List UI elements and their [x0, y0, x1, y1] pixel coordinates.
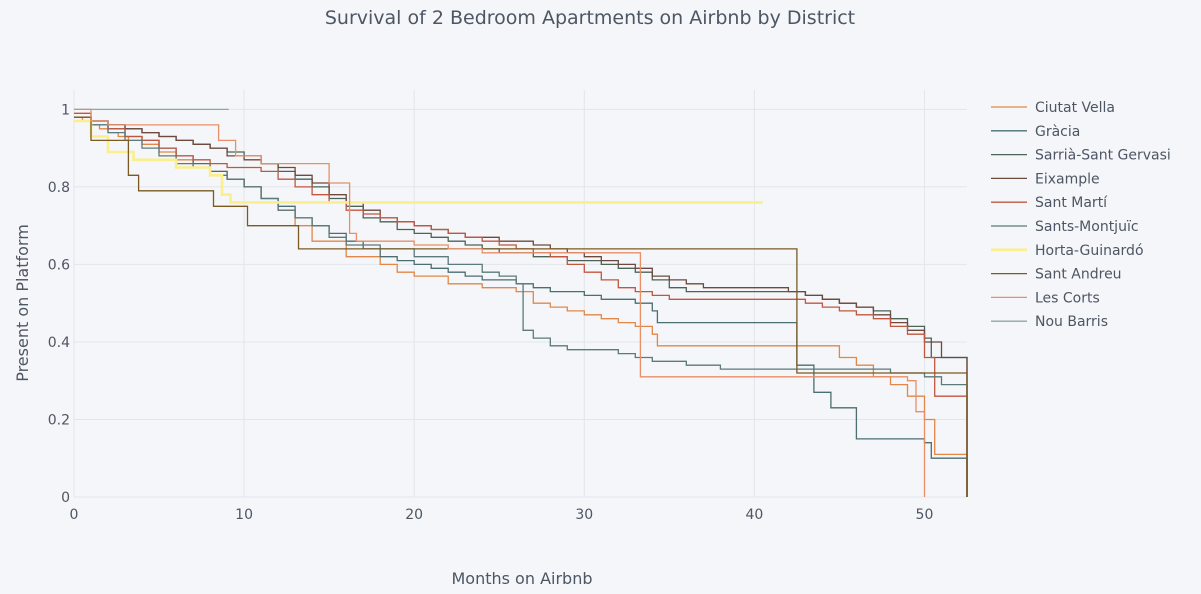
y-tick-label: 0.8: [48, 180, 70, 196]
y-axis-title: Present on Platform: [13, 224, 32, 382]
legend-item-ciutat-vella[interactable]: Ciutat Vella: [991, 100, 1115, 116]
legend-item-sant-andreu[interactable]: Sant Andreu: [991, 267, 1122, 283]
x-tick-label: 10: [235, 507, 253, 523]
legend-item-sants-montjuic[interactable]: Sants-Montjuïc: [991, 219, 1139, 235]
series-line-eixample: [74, 116, 968, 497]
y-tick-label: 1: [61, 102, 70, 118]
legend-item-sant-marti[interactable]: Sant Martí: [991, 195, 1108, 211]
legend-item-les-corts[interactable]: Les Corts: [991, 290, 1100, 306]
gridlines: [73, 90, 967, 498]
legend-label: Nou Barris: [1035, 314, 1108, 330]
chart-title: Survival of 2 Bedroom Apartments on Airb…: [325, 7, 855, 29]
x-tick-label: 40: [745, 507, 763, 523]
legend-label: Eixample: [1035, 171, 1100, 187]
y-tick-label: 0.4: [48, 335, 70, 351]
legend-label: Gràcia: [1035, 124, 1080, 140]
legend-label: Sants-Montjuïc: [1035, 219, 1139, 235]
legend-label: Sant Martí: [1035, 195, 1108, 211]
x-tick-label: 20: [405, 507, 423, 523]
legend-item-sarria-sant-gervasi[interactable]: Sarrià-Sant Gervasi: [991, 148, 1171, 164]
series-line-ciutat-vella: [74, 116, 968, 497]
x-tick-label: 0: [70, 507, 79, 523]
series-line-gracia: [74, 120, 968, 497]
legend-label: Sant Andreu: [1035, 267, 1122, 283]
legend-label: Les Corts: [1035, 290, 1100, 306]
legend-label: Ciutat Vella: [1035, 100, 1115, 116]
legend-label: Horta-Guinardó: [1035, 243, 1144, 259]
x-tick-label: 30: [575, 507, 593, 523]
x-axis-title: Months on Airbnb: [451, 569, 592, 588]
axis-ticks: 0 10 20 30 40 50 0 0.2 0.4 0.6 0.8 1: [48, 102, 934, 523]
legend-item-nou-barris[interactable]: Nou Barris: [991, 314, 1108, 330]
series-line-sants-montjuic: [74, 116, 968, 497]
series-line-sant-marti: [74, 112, 968, 497]
legend[interactable]: Ciutat Vella Gràcia Sarrià-Sant Gervasi Eix…: [991, 100, 1171, 330]
series-line-sant-andreu: [74, 116, 968, 497]
series-line-les-corts: [74, 108, 926, 497]
series-line-horta-guinardo: [74, 119, 763, 204]
legend-label: Sarrià-Sant Gervasi: [1035, 148, 1171, 164]
y-tick-label: 0: [61, 490, 70, 506]
legend-item-eixample[interactable]: Eixample: [991, 171, 1100, 187]
y-tick-label: 0.2: [48, 412, 70, 428]
legend-item-gracia[interactable]: Gràcia: [991, 124, 1080, 140]
x-tick-label: 50: [916, 507, 934, 523]
y-tick-label: 0.6: [48, 257, 70, 273]
series-lines: [74, 108, 968, 497]
legend-item-horta-guinardo[interactable]: Horta-Guinardó: [991, 243, 1144, 259]
